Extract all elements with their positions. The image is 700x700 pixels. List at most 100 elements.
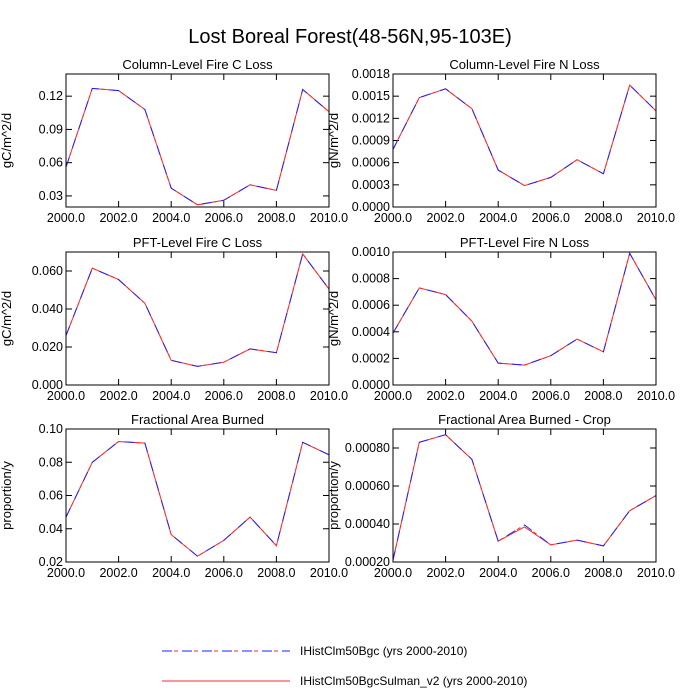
x-tick-label: 2006.0 bbox=[532, 389, 570, 403]
panel-5: Fractional Area Burned proportion/y 2000.0… bbox=[0, 412, 348, 580]
y-tick-label: 0.0010 bbox=[352, 245, 390, 259]
y-tick-label: 0.0012 bbox=[352, 111, 390, 125]
y-tick-label: 0.0002 bbox=[352, 351, 390, 365]
y-tick-label: 0.0009 bbox=[352, 134, 390, 148]
y-tick-label: 0.0004 bbox=[352, 325, 390, 339]
panel-6: Fractional Area Burned - Crop proportion/… bbox=[326, 412, 675, 580]
x-tick-label: 2006.0 bbox=[205, 389, 243, 403]
series-line-1 bbox=[66, 252, 329, 367]
x-tick-label: 2006.0 bbox=[532, 211, 570, 225]
x-tick-label: 2006.0 bbox=[205, 211, 243, 225]
y-tick-label: 0.0008 bbox=[352, 272, 390, 286]
plot-frame bbox=[65, 73, 330, 208]
x-tick-label: 2002.0 bbox=[99, 211, 137, 225]
panel-1: Column-Level Fire C Loss gC/m^2/d 2000.0 20… bbox=[0, 57, 348, 225]
panel-title: Fractional Area Burned - Crop bbox=[438, 412, 611, 427]
x-tick-label: 2004.0 bbox=[479, 566, 517, 580]
y-axis-label: proportion/y bbox=[326, 461, 341, 530]
series-line-1-overlay bbox=[393, 252, 656, 366]
y-tick-label: 0.06 bbox=[39, 156, 63, 170]
x-tick-label: 2010.0 bbox=[637, 389, 675, 403]
x-tick-label: 2000.0 bbox=[47, 566, 85, 580]
y-tick-label: 0.06 bbox=[39, 489, 63, 503]
y-tick-label: 0.00020 bbox=[345, 555, 390, 569]
y-tick-label: 0.09 bbox=[39, 122, 63, 136]
y-tick-label: 0.0000 bbox=[352, 378, 390, 392]
panel-title: Column-Level Fire C Loss bbox=[122, 57, 273, 72]
x-tick-label: 2004.0 bbox=[152, 211, 190, 225]
x-tick-label: 2010.0 bbox=[637, 566, 675, 580]
plot-frame bbox=[392, 73, 657, 208]
x-tick-label: 2002.0 bbox=[99, 389, 137, 403]
panel-title: Column-Level Fire N Loss bbox=[449, 57, 600, 72]
panel-title: PFT-Level Fire N Loss bbox=[460, 235, 590, 250]
x-tick-label: 2010.0 bbox=[310, 566, 348, 580]
y-axis-label: gN/m^2/d bbox=[326, 291, 341, 346]
y-axis-label: proportion/y bbox=[0, 461, 14, 530]
legend-label-1: IHistClm50Bgc (yrs 2000-2010) bbox=[300, 644, 467, 658]
x-tick-label: 2008.0 bbox=[584, 566, 622, 580]
x-tick-label: 2010.0 bbox=[637, 211, 675, 225]
figure-title: Lost Boreal Forest(48-56N,95-103E) bbox=[188, 26, 512, 48]
y-tick-label: 0.000 bbox=[32, 378, 63, 392]
x-tick-label: 2004.0 bbox=[152, 566, 190, 580]
x-tick-label: 2002.0 bbox=[426, 211, 464, 225]
x-tick-label: 2006.0 bbox=[205, 566, 243, 580]
x-tick-label: 2004.0 bbox=[479, 389, 517, 403]
y-tick-label: 0.0006 bbox=[352, 298, 390, 312]
y-tick-label: 0.0015 bbox=[352, 89, 390, 103]
y-tick-label: 0.00040 bbox=[345, 517, 390, 531]
panel-2: Column-Level Fire N Loss gN/m^2/d 2000.0 20… bbox=[326, 57, 675, 225]
y-axis-label: gC/m^2/d bbox=[0, 291, 14, 346]
x-tick-label: 2008.0 bbox=[584, 211, 622, 225]
y-tick-label: 0.0018 bbox=[352, 67, 390, 81]
x-tick-label: 2000.0 bbox=[374, 566, 412, 580]
y-tick-label: 0.00060 bbox=[345, 479, 390, 493]
y-tick-label: 0.040 bbox=[32, 302, 63, 316]
series-line-1 bbox=[66, 87, 329, 206]
y-axis-label: gC/m^2/d bbox=[0, 113, 14, 168]
panel-grid: Column-Level Fire C Loss gC/m^2/d 2000.0 20… bbox=[0, 57, 675, 580]
y-tick-label: 0.03 bbox=[39, 189, 63, 203]
x-tick-label: 2000.0 bbox=[374, 389, 412, 403]
x-tick-label: 2004.0 bbox=[479, 211, 517, 225]
y-tick-label: 0.0006 bbox=[352, 156, 390, 170]
x-tick-label: 2006.0 bbox=[532, 566, 570, 580]
y-tick-label: 0.0000 bbox=[352, 200, 390, 214]
plot-frame bbox=[392, 428, 657, 563]
x-tick-label: 2008.0 bbox=[257, 389, 295, 403]
plot-frame bbox=[392, 251, 657, 386]
panel-4: PFT-Level Fire N Loss gN/m^2/d 2000.0 2002.… bbox=[326, 235, 675, 403]
series-line-1-overlay bbox=[66, 87, 329, 206]
series-line-1 bbox=[393, 434, 656, 561]
plot-frame bbox=[65, 428, 330, 563]
x-tick-label: 2010.0 bbox=[310, 211, 348, 225]
plot-frame bbox=[65, 251, 330, 386]
x-tick-label: 2008.0 bbox=[584, 389, 622, 403]
y-tick-label: 0.04 bbox=[39, 522, 63, 536]
y-tick-label: 0.020 bbox=[32, 340, 63, 354]
panel-title: PFT-Level Fire C Loss bbox=[133, 235, 263, 250]
y-tick-label: 0.00080 bbox=[345, 441, 390, 455]
x-tick-label: 2000.0 bbox=[374, 211, 412, 225]
y-tick-label: 0.060 bbox=[32, 264, 63, 278]
series-line-1 bbox=[66, 440, 329, 557]
series-line-2 bbox=[393, 84, 656, 187]
y-tick-label: 0.10 bbox=[39, 422, 63, 436]
x-tick-label: 2008.0 bbox=[257, 566, 295, 580]
y-axis-label: gN/m^2/d bbox=[326, 113, 341, 168]
x-tick-label: 2002.0 bbox=[426, 389, 464, 403]
x-tick-label: 2004.0 bbox=[152, 389, 190, 403]
legend-label-2: IHistClm50BgcSulman_v2 (yrs 2000-2010) bbox=[300, 674, 527, 688]
x-tick-label: 2002.0 bbox=[426, 566, 464, 580]
y-tick-label: 0.02 bbox=[39, 555, 63, 569]
y-tick-label: 0.12 bbox=[39, 89, 63, 103]
x-tick-label: 2002.0 bbox=[99, 566, 137, 580]
panel-3: PFT-Level Fire C Loss gC/m^2/d 2000.0 2002.… bbox=[0, 235, 348, 403]
x-tick-label: 2008.0 bbox=[257, 211, 295, 225]
x-tick-label: 2000.0 bbox=[47, 389, 85, 403]
x-tick-label: 2000.0 bbox=[47, 211, 85, 225]
panel-title: Fractional Area Burned bbox=[131, 412, 264, 427]
